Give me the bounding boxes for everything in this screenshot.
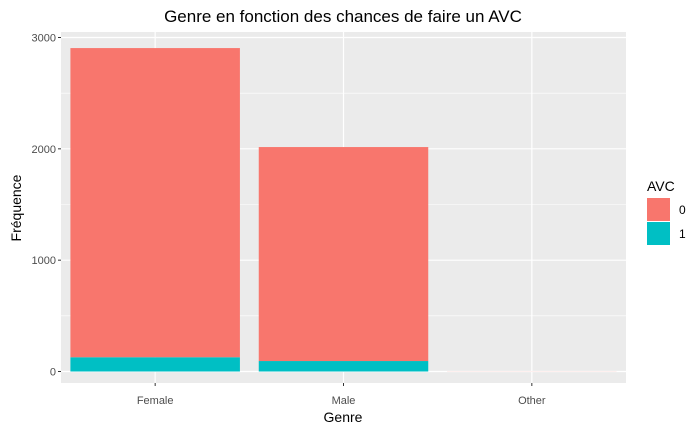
chart-title: Genre en fonction des chances de faire u… [164,7,522,26]
bar-male-avc-1 [258,361,429,372]
bar-female-avc-1 [70,357,240,372]
x-tick-label-male: Male [332,395,356,407]
legend-label-0: 0 [679,203,686,217]
y-axis-ticks: 0 1000 2000 3000 [32,33,61,379]
y-tick-label: 2000 [32,144,56,156]
x-tick-label-other: Other [518,395,546,407]
x-axis-ticks: Female Male Other [137,383,546,407]
bars [70,48,617,372]
y-tick-label: 0 [50,367,56,379]
y-axis-title: Fréquence [8,174,24,241]
legend-label-1: 1 [679,227,686,241]
legend-title: AVC [647,178,675,194]
legend-key-1 [647,222,670,245]
legend: AVC 01 [647,178,686,245]
bar-male-avc-0 [258,147,429,362]
bar-female-avc-0 [70,48,240,358]
y-tick-label: 3000 [32,33,56,45]
legend-items: 01 [647,198,686,245]
x-axis-title: Genre [324,409,363,425]
legend-key-0 [647,198,670,221]
x-tick-label-female: Female [137,395,174,407]
y-tick-label: 1000 [32,255,56,267]
